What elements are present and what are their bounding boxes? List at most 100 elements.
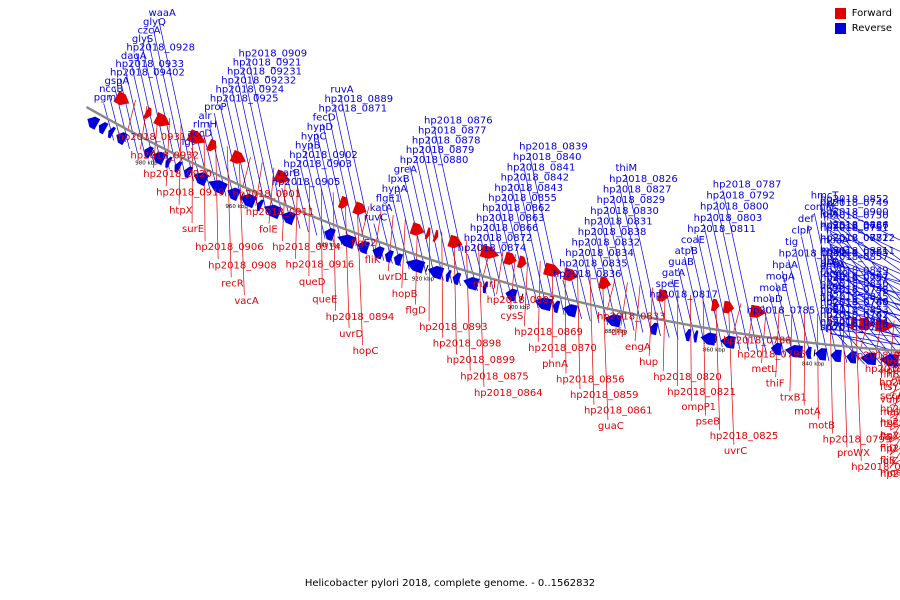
reverse-gene-label: hp2018_0778 bbox=[779, 249, 848, 260]
forward-gene-label: hp2018_0875 bbox=[460, 372, 529, 383]
leader-line bbox=[889, 374, 900, 404]
leader-line bbox=[696, 234, 723, 348]
forward-gene-label: hp2018_0859 bbox=[570, 390, 639, 401]
reverse-gene-label: carB bbox=[278, 168, 301, 179]
reverse-gene-label: hp2018_0855 bbox=[488, 193, 557, 204]
leader-line bbox=[829, 295, 900, 330]
tick-mark bbox=[150, 149, 155, 157]
forward-gene-label: hp2018_0765 bbox=[880, 430, 900, 441]
reverse-gene-label: hp2018_0755 bbox=[820, 248, 889, 259]
reverse-gene-label: rlmH bbox=[193, 120, 217, 131]
reverse-gene-label: hp2018_0905 bbox=[272, 177, 341, 188]
forward-gene-label: hp2018_0894 bbox=[326, 312, 395, 323]
reverse-gene-arrow bbox=[505, 288, 518, 302]
reverse-gene-label: comM bbox=[804, 202, 834, 213]
reverse-gene-label: hp2018_0849 bbox=[820, 265, 889, 276]
leader-line bbox=[374, 210, 382, 255]
reverse-gene-arrow bbox=[482, 281, 489, 294]
reverse-gene-label: speE bbox=[656, 279, 680, 290]
reverse-gene-arrow bbox=[193, 172, 210, 187]
reverse-gene-label: ackA bbox=[820, 259, 844, 270]
forward-gene-arrow bbox=[206, 138, 217, 152]
forward-gene-label: flgE2 bbox=[351, 238, 376, 249]
leader-line bbox=[397, 185, 419, 273]
leader-line bbox=[728, 301, 735, 445]
leader-line bbox=[625, 173, 661, 337]
legend: Forward Reverse bbox=[834, 8, 892, 38]
leader-line bbox=[360, 206, 370, 238]
leader-line bbox=[829, 217, 900, 252]
leader-line bbox=[248, 59, 284, 222]
forward-gene-label: hp2018_0869 bbox=[514, 327, 583, 338]
tick-label: 920 kbp bbox=[412, 276, 435, 282]
forward-gene-label: phnA bbox=[542, 359, 568, 370]
tick-mark bbox=[425, 264, 429, 272]
leader-line bbox=[842, 316, 848, 448]
reverse-gene-arrow bbox=[445, 269, 452, 283]
leader-line bbox=[618, 184, 652, 335]
leader-line bbox=[829, 282, 900, 306]
reverse-gene-label: spoT bbox=[820, 322, 845, 333]
reverse-gene-label: lolA bbox=[820, 209, 839, 220]
reverse-gene-label: katA bbox=[370, 203, 393, 214]
reverse-gene-label: hp2018_0863 bbox=[476, 213, 545, 224]
leader-line bbox=[453, 235, 457, 355]
forward-swatch bbox=[834, 8, 846, 19]
leader-line bbox=[293, 169, 309, 233]
leader-line bbox=[606, 206, 635, 331]
forward-gene-label: vuiF bbox=[880, 394, 900, 405]
leader-line bbox=[829, 328, 900, 338]
reverse-gene-label: hp2018_0928 bbox=[126, 42, 195, 53]
leader-line bbox=[119, 78, 138, 154]
reverse-gene-label: tig bbox=[785, 237, 798, 248]
leader-line bbox=[829, 258, 900, 302]
reverse-gene-label: hp2018_0879 bbox=[406, 145, 475, 156]
leader-line bbox=[236, 77, 268, 215]
reverse-swatch bbox=[834, 23, 846, 34]
forward-gene-label: surE bbox=[182, 224, 204, 235]
forward-gene-label: hp2018_0821 bbox=[667, 387, 736, 398]
reverse-gene-arrow bbox=[227, 187, 241, 202]
forward-gene-label: hp2018_0771 bbox=[880, 469, 900, 480]
leader-line bbox=[215, 140, 219, 260]
forward-gene-arrow bbox=[598, 276, 611, 290]
leader-line bbox=[203, 135, 206, 242]
leader-line bbox=[801, 236, 830, 362]
reverse-gene-arrow bbox=[784, 344, 803, 358]
forward-gene-label: hp2018_0825 bbox=[710, 431, 779, 442]
leader-line bbox=[665, 289, 679, 340]
forward-gene-label: hp2018_0808 bbox=[879, 377, 900, 388]
legend-forward: Forward bbox=[834, 8, 892, 19]
reverse-gene-arrow bbox=[165, 156, 173, 169]
reverse-gene-label: hp2018_0835 bbox=[559, 258, 628, 269]
leader-line bbox=[334, 104, 368, 255]
forward-gene-arrow bbox=[186, 129, 206, 144]
leader-line bbox=[516, 173, 548, 311]
leader-line bbox=[332, 192, 337, 311]
reverse-gene-arrow bbox=[534, 297, 553, 312]
leader-line bbox=[415, 156, 444, 281]
reverse-gene-label: hp2018_0842 bbox=[501, 173, 570, 184]
reverse-gene-label: hp2018_0839 bbox=[519, 142, 588, 153]
forward-gene-label: hp2018_0906 bbox=[195, 242, 264, 253]
leader-line bbox=[147, 36, 178, 174]
reverse-gene-arrow bbox=[208, 180, 228, 195]
leader-line bbox=[478, 243, 485, 387]
leader-line bbox=[191, 129, 193, 223]
leader-line bbox=[564, 267, 567, 374]
leader-line bbox=[690, 294, 692, 401]
reverse-gene-label: hp2018_0872 bbox=[464, 233, 533, 244]
forward-gene-label: engA bbox=[625, 342, 651, 353]
forward-gene-label: hp2018_0931 bbox=[118, 132, 187, 143]
reverse-gene-label: hp2018_0751 bbox=[820, 223, 889, 234]
leader-line bbox=[829, 276, 900, 294]
reverse-gene-arrow bbox=[814, 348, 828, 361]
reverse-gene-label: hp2018_09231 bbox=[227, 67, 302, 78]
reverse-gene-arrow bbox=[116, 132, 129, 146]
reverse-gene-label: hp2018_0762 bbox=[820, 310, 889, 321]
reverse-gene-label: alr bbox=[199, 111, 213, 122]
leader-line bbox=[428, 227, 430, 322]
leader-line bbox=[599, 216, 626, 329]
forward-gene-arrow bbox=[352, 201, 367, 215]
leader-line bbox=[281, 172, 287, 242]
